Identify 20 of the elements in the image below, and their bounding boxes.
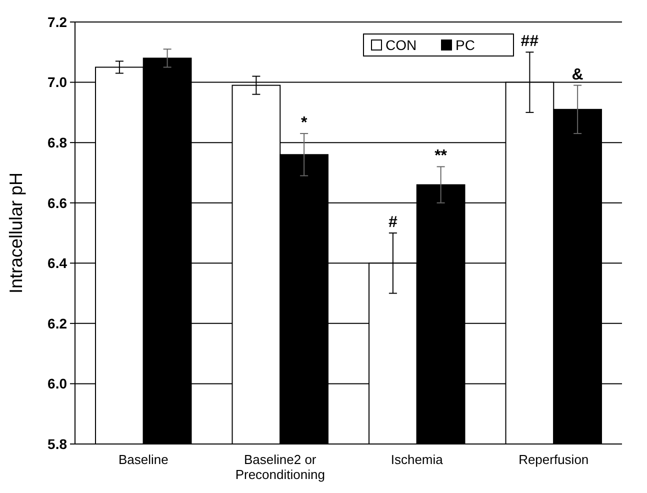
x-tick-label: Reperfusion	[518, 452, 589, 467]
y-tick-label: 6.2	[48, 315, 68, 332]
x-tick-label: Ischemia	[390, 452, 444, 467]
annotation: #	[388, 214, 398, 231]
y-tick-label: 6.8	[48, 134, 68, 150]
x-tick-label: Baseline	[118, 452, 168, 467]
legend-label: CON	[386, 36, 417, 53]
y-tick-label: 6.0	[48, 376, 68, 392]
y-axis-title: Intracellular pH	[6, 172, 26, 294]
y-tick-label: 7.0	[48, 74, 68, 90]
annotation: ##	[520, 33, 539, 50]
annotation: &	[572, 66, 584, 84]
y-tick-label: 5.8	[48, 436, 68, 452]
annotation: **	[434, 148, 448, 165]
annotation: *	[300, 114, 308, 132]
y-tick-label: 7.2	[48, 14, 68, 30]
x-tick-label: Baseline2 or Preconditioning	[235, 452, 325, 482]
y-tick-label: 6.4	[48, 255, 68, 272]
y-tick-label: 6.6	[48, 194, 68, 211]
legend-label: PC	[456, 36, 475, 53]
